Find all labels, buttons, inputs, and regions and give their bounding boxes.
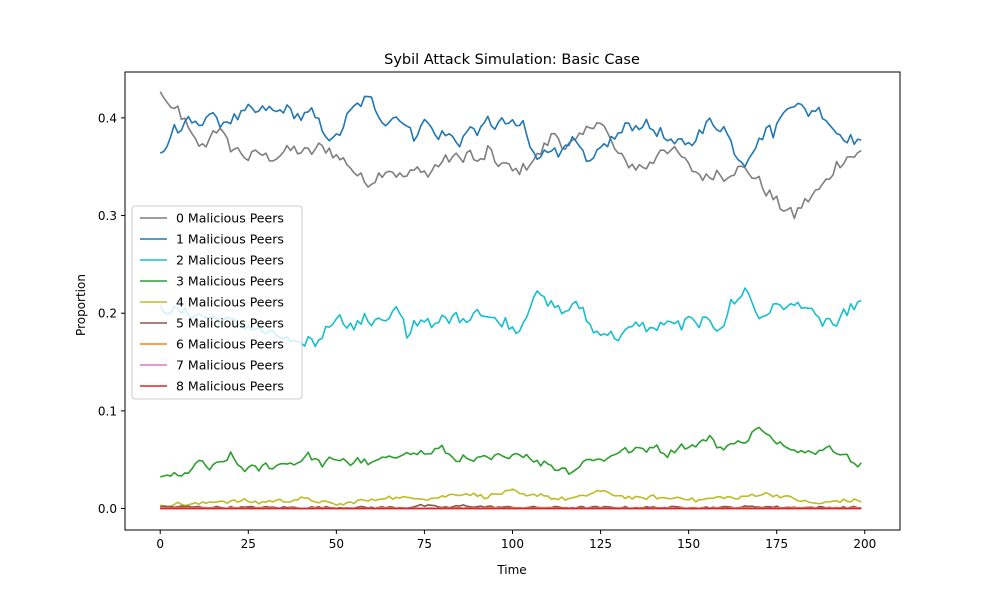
x-tick-label: 175	[765, 537, 788, 551]
legend: 0 Malicious Peers 1 Malicious Peers 2 Mali…	[132, 206, 302, 399]
x-tick-label: 75	[417, 537, 432, 551]
legend-label: 2 Malicious Peers	[176, 253, 284, 268]
y-axis-label: Proportion	[74, 274, 88, 336]
y-tick-label: 0.4	[98, 111, 117, 125]
legend-label: 1 Malicious Peers	[176, 232, 284, 247]
chart-title: Sybil Attack Simulation: Basic Case	[384, 52, 640, 68]
legend-label: 6 Malicious Peers	[176, 337, 284, 352]
legend-label: 3 Malicious Peers	[176, 274, 284, 289]
x-tick-label: 125	[589, 537, 612, 551]
legend-label: 8 Malicious Peers	[176, 379, 284, 394]
x-axis-label: Time	[496, 563, 526, 577]
series-line-4	[160, 489, 861, 507]
y-tick-label: 0.1	[98, 404, 117, 418]
x-axis: 0 25 50 75 100 125 150 175 200	[156, 530, 876, 551]
x-tick-label: 50	[329, 537, 344, 551]
x-tick-label: 150	[677, 537, 700, 551]
y-axis: 0.0 0.1 0.2 0.3 0.4	[98, 111, 125, 516]
series-line-1	[160, 96, 861, 166]
y-tick-label: 0.2	[98, 307, 117, 321]
legend-label: 5 Malicious Peers	[176, 316, 284, 331]
series-line-3	[160, 427, 861, 477]
y-tick-label: 0.0	[98, 502, 117, 516]
legend-label: 7 Malicious Peers	[176, 358, 284, 373]
x-tick-label: 100	[501, 537, 524, 551]
x-tick-label: 200	[853, 537, 876, 551]
legend-label: 4 Malicious Peers	[176, 295, 284, 310]
legend-label: 0 Malicious Peers	[176, 211, 284, 226]
y-tick-label: 0.3	[98, 209, 117, 223]
x-tick-label: 0	[156, 537, 164, 551]
x-tick-label: 25	[241, 537, 256, 551]
